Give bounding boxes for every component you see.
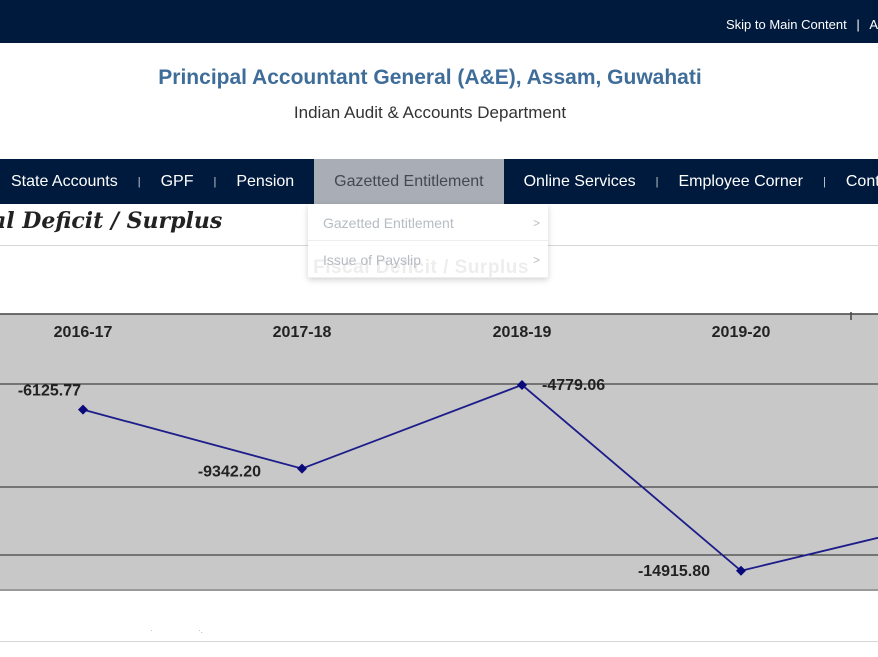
- data-label: -14915.80: [638, 563, 710, 580]
- dropdown-item-gazetted-entitlement[interactable]: Gazetted Entitlement >: [308, 204, 548, 241]
- chevron-right-icon: >: [532, 216, 540, 230]
- footer-divider: [0, 641, 878, 642]
- data-point-marker: [517, 379, 527, 390]
- nav-gazetted-entitlement[interactable]: Gazetted Entitlement: [314, 159, 504, 204]
- nav-state-accounts[interactable]: State Accounts: [11, 173, 118, 190]
- main-navigation: State Accounts | GPF | Pension Gazetted …: [0, 159, 878, 204]
- utility-link-truncated[interactable]: A: [869, 17, 878, 32]
- dropdown-item-label: Gazetted Entitlement: [323, 215, 454, 231]
- category-label: 2019-20: [712, 324, 771, 341]
- top-utility-bar: Skip to Main Content | A: [0, 0, 878, 43]
- nav-pension[interactable]: Pension: [236, 173, 295, 190]
- nav-online-services[interactable]: Online Services: [523, 173, 636, 190]
- nav-separator: |: [655, 175, 659, 188]
- nav-contact[interactable]: Conta: [845, 173, 878, 190]
- decorative-dots: ·: [150, 626, 153, 635]
- nav-separator: |: [823, 175, 826, 188]
- site-subtitle: Indian Audit & Accounts Department: [293, 103, 567, 122]
- dropdown-item-label: Issue of Payslip: [323, 252, 422, 268]
- nav-employee-corner[interactable]: Employee Corner: [678, 173, 804, 190]
- nav-separator: |: [213, 175, 217, 188]
- data-point-marker: [736, 565, 746, 576]
- nav-gpf[interactable]: GPF: [160, 173, 194, 190]
- category-label: 2017-18: [273, 324, 332, 341]
- data-point-marker: [78, 404, 88, 415]
- skip-to-main-content-link[interactable]: Skip to Main Content: [726, 17, 847, 32]
- category-label: 2018-19: [493, 324, 552, 341]
- data-point-marker: [297, 463, 307, 474]
- data-label: -6125.77: [18, 383, 81, 400]
- site-title[interactable]: Principal Accountant General (A&E), Assa…: [158, 66, 702, 89]
- data-label: -4779.06: [542, 377, 605, 394]
- nav-separator: |: [137, 175, 141, 188]
- chevron-right-icon: >: [532, 253, 540, 267]
- decorative-dots: ·.: [198, 626, 203, 635]
- fiscal-deficit-chart: 2016-17 2017-18 2018-19 2019-20 -6125.77 -934…: [0, 312, 878, 591]
- utility-links: Skip to Main Content | A: [720, 17, 878, 32]
- gazetted-entitlement-dropdown: Gazetted Entitlement > Issue of Payslip …: [308, 204, 548, 278]
- data-label: -9342.20: [198, 464, 261, 481]
- utility-separator: |: [856, 17, 860, 32]
- plot-area: [0, 314, 878, 590]
- dropdown-item-issue-of-payslip[interactable]: Issue of Payslip >: [308, 241, 548, 278]
- page-heading: al Deficit / Surplus: [0, 208, 223, 234]
- category-label: 2016-17: [54, 324, 113, 341]
